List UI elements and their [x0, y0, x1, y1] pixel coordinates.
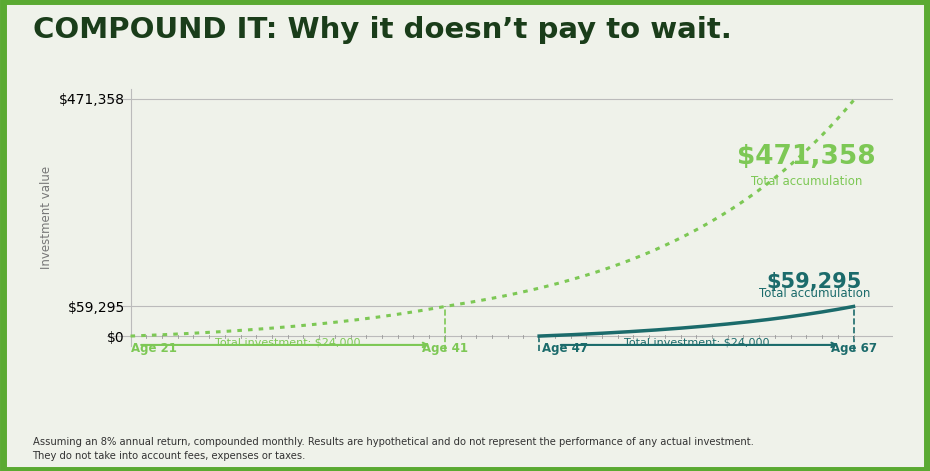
Text: Total accumulation: Total accumulation: [759, 287, 870, 300]
Text: $471,358: $471,358: [737, 145, 876, 171]
Text: COMPOUND IT: Why it doesn’t pay to wait.: COMPOUND IT: Why it doesn’t pay to wait.: [33, 16, 731, 44]
Y-axis label: Investment value: Investment value: [40, 166, 53, 269]
Text: Age 47: Age 47: [542, 341, 589, 355]
Text: Total accumulation: Total accumulation: [751, 175, 862, 187]
Text: Total investment: $24,000: Total investment: $24,000: [624, 337, 769, 347]
Text: Age 21: Age 21: [130, 341, 177, 355]
Text: Age 41: Age 41: [422, 341, 468, 355]
Text: Total investment: $24,000: Total investment: $24,000: [215, 337, 361, 347]
Text: Assuming an 8% annual return, compounded monthly. Results are hypothetical and d: Assuming an 8% annual return, compounded…: [33, 438, 753, 461]
Text: $59,295: $59,295: [766, 272, 862, 292]
Text: Age 67: Age 67: [830, 341, 876, 355]
